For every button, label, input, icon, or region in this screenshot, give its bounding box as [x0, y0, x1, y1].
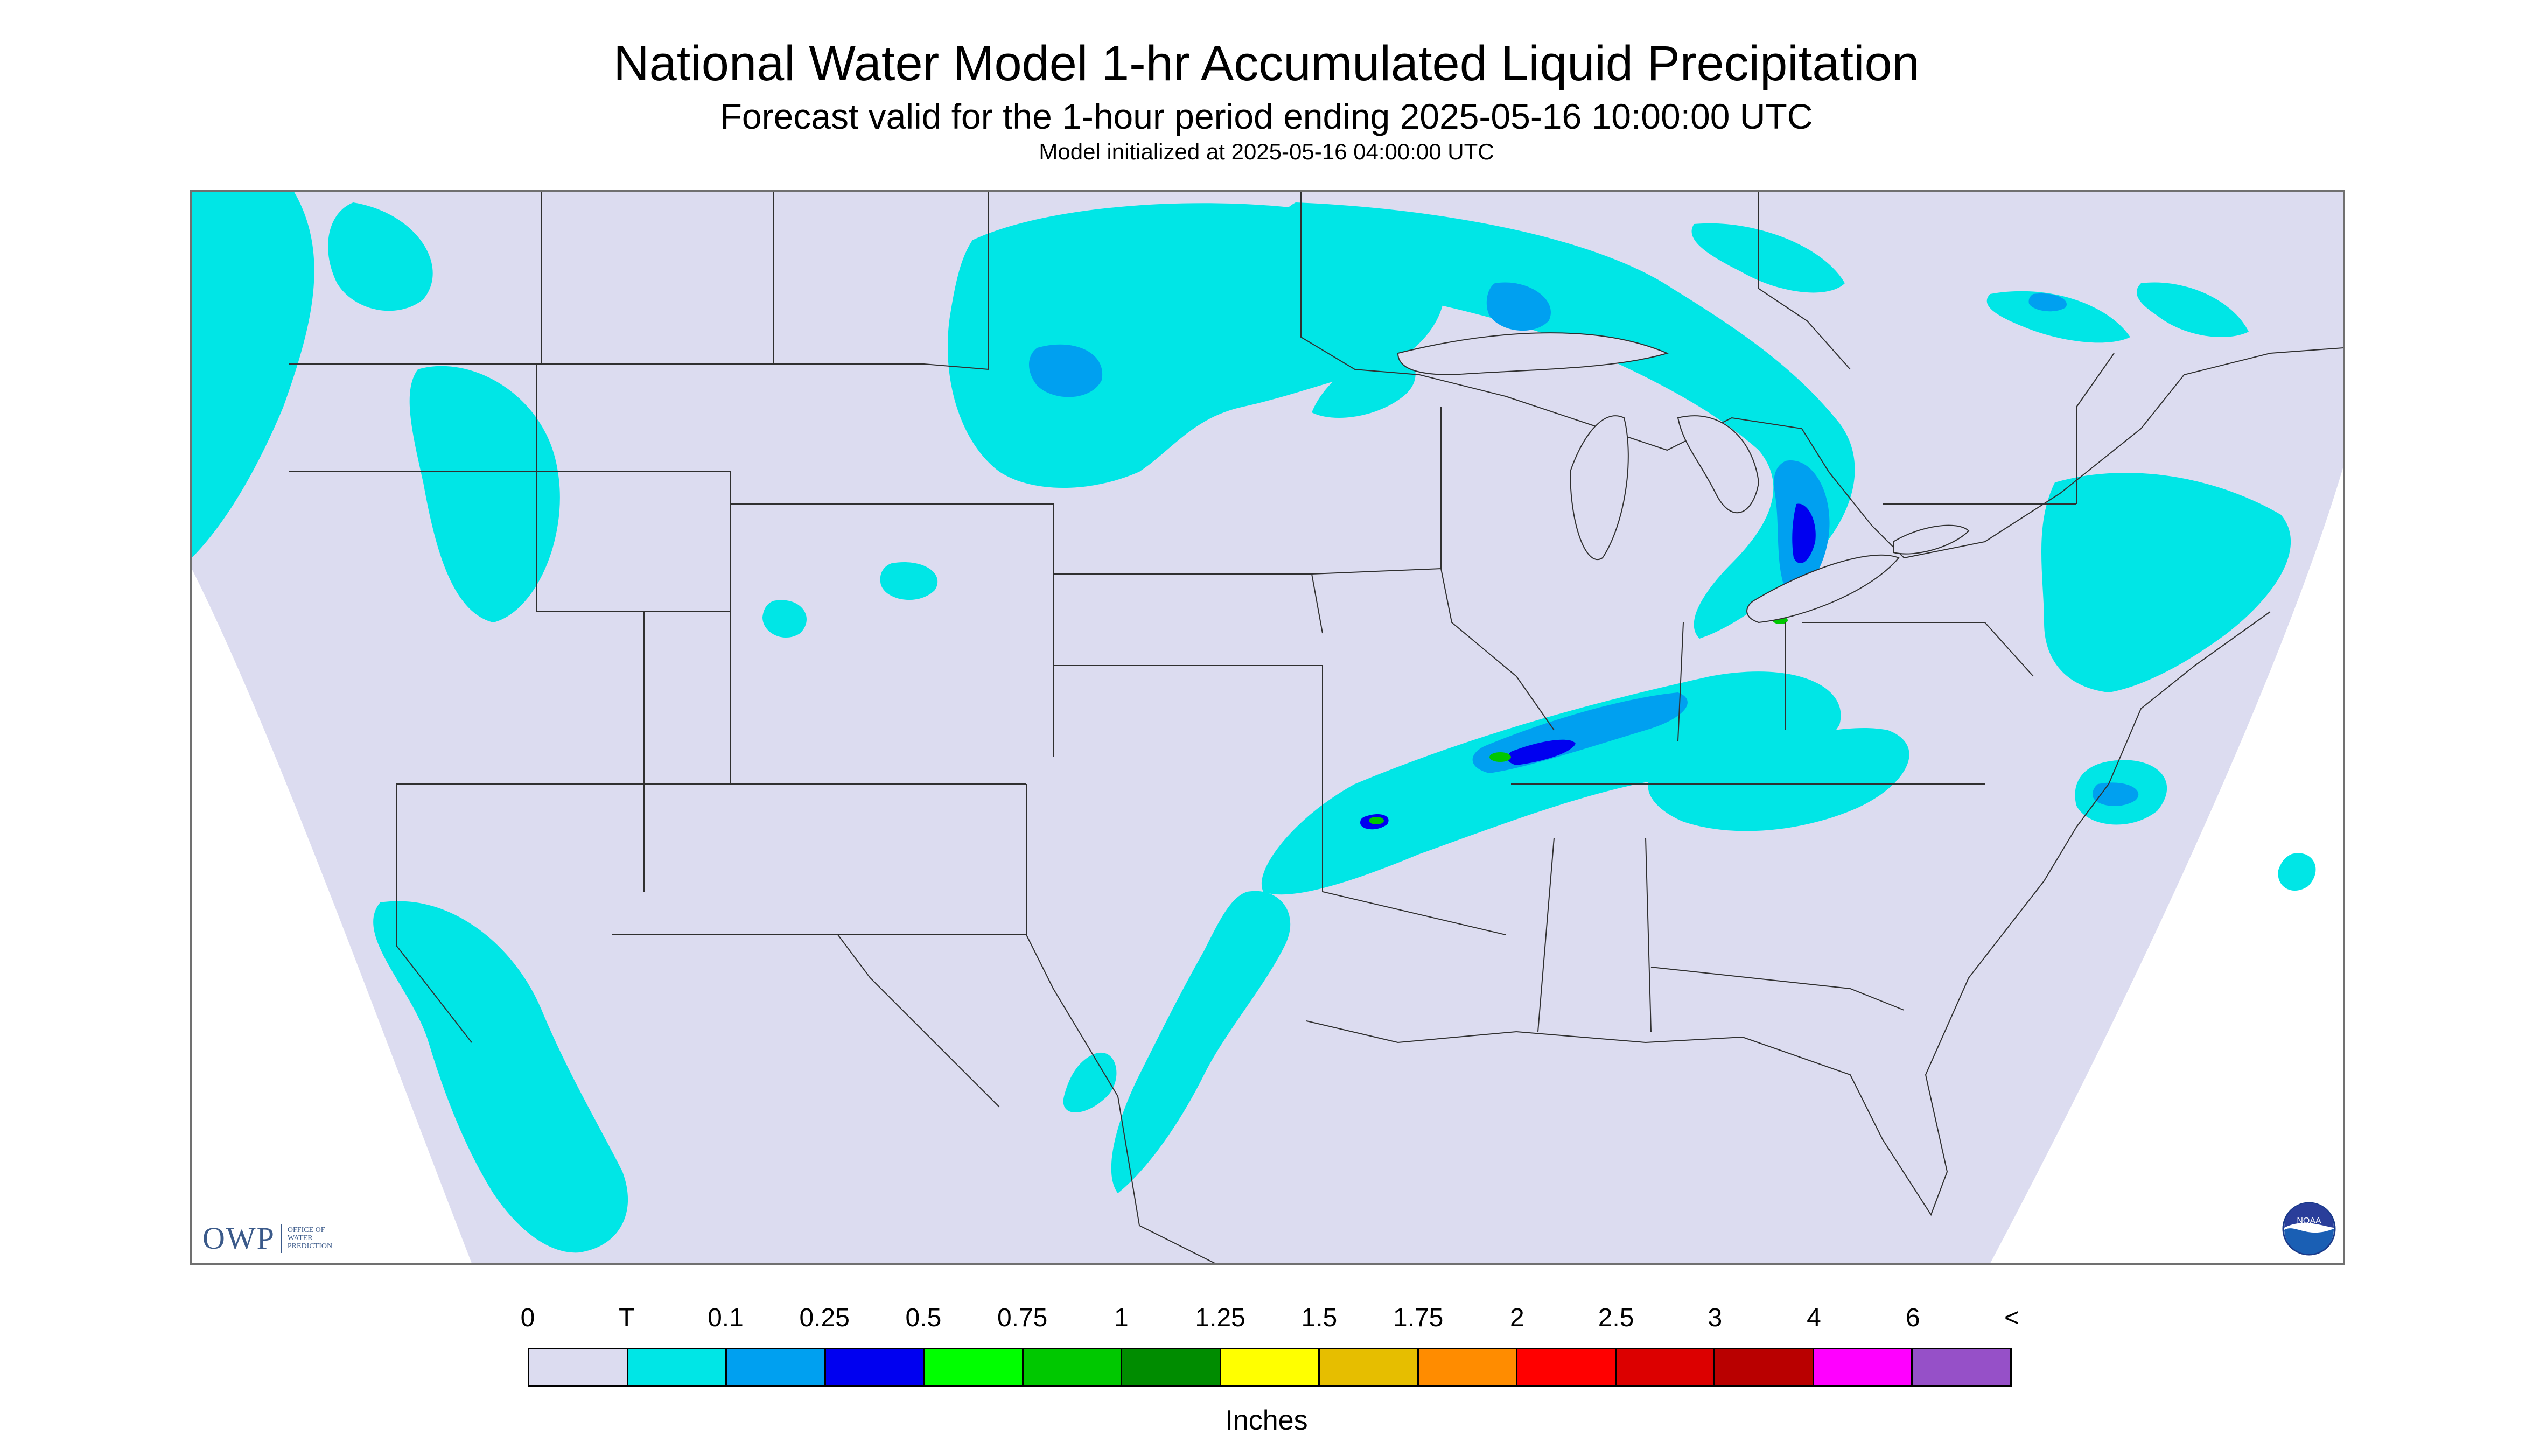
- map-title: National Water Model 1-hr Accumulated Li…: [613, 36, 1920, 91]
- legend-swatch: [925, 1349, 1024, 1385]
- legend-swatch: [825, 1349, 925, 1385]
- legend-tick-label: 0.75: [997, 1304, 1048, 1332]
- legend-swatch: [529, 1349, 628, 1385]
- owp-logo-divider: [280, 1223, 282, 1253]
- legend-swatch: [1418, 1349, 1518, 1385]
- owp-logo-subtitle: OFFICE OF WATER PREDICTION: [287, 1226, 333, 1250]
- legend-tick-label: 1.75: [1393, 1304, 1444, 1332]
- precip-light-areas: [192, 192, 2316, 1253]
- legend-tick-label: 3: [1708, 1304, 1723, 1332]
- great-lakes: [1397, 332, 1970, 624]
- legend-tick-label: 1.5: [1301, 1304, 1338, 1332]
- legend-swatch: [1320, 1349, 1419, 1385]
- legend-units: Inches: [1225, 1405, 1308, 1436]
- legend-swatch: [1122, 1349, 1221, 1385]
- legend-tick-label: 0.5: [905, 1304, 942, 1332]
- legend-swatch: [727, 1349, 826, 1385]
- legend-tick-label: 0: [520, 1304, 535, 1332]
- forecast-valid-subtitle: Forecast valid for the 1-hour period end…: [720, 96, 1813, 136]
- noaa-logo: NOAA: [2282, 1202, 2336, 1256]
- legend-swatch: [1517, 1349, 1617, 1385]
- legend-tick-label: 0.25: [799, 1304, 850, 1332]
- precipitation-map: OWP OFFICE OF WATER PREDICTION NOAA: [190, 190, 2345, 1265]
- legend-tick-label: 1.25: [1195, 1304, 1245, 1332]
- legend-tick-label: <: [2004, 1304, 2020, 1332]
- legend-swatch: [1221, 1349, 1320, 1385]
- legend-tick-label: 1: [1114, 1304, 1129, 1332]
- legend-swatch: [628, 1349, 727, 1385]
- legend-tick-label: T: [619, 1304, 635, 1332]
- legend-tick-labels: 0 T 0.1 0.25 0.5 0.75 1 1.25 1.5 1.75 2 2.5 3 4 6 <: [0, 1303, 2533, 1335]
- legend-tick-label: 2.5: [1598, 1304, 1634, 1332]
- legend-swatch: [1616, 1349, 1716, 1385]
- legend-swatch: [1023, 1349, 1123, 1385]
- legend-swatch: [1715, 1349, 1814, 1385]
- map-canvas: [192, 192, 2343, 1263]
- legend-tick-label: 0.1: [708, 1304, 744, 1332]
- political-boundaries: [289, 192, 2343, 1263]
- legend-color-bar: [528, 1348, 2012, 1387]
- legend-tick-label: 4: [1807, 1304, 1821, 1332]
- model-init-line: Model initialized at 2025-05-16 04:00:00…: [1039, 139, 1494, 164]
- owp-logo: OWP OFFICE OF WATER PREDICTION: [202, 1220, 332, 1256]
- legend-swatch: [1814, 1349, 1913, 1385]
- owp-logo-letters: OWP: [202, 1221, 275, 1256]
- noaa-logo-text: NOAA: [2297, 1216, 2321, 1226]
- legend-swatch: [1913, 1349, 2010, 1385]
- legend-tick-label: 6: [1905, 1304, 1920, 1332]
- legend-tick-label: 2: [1509, 1304, 1524, 1332]
